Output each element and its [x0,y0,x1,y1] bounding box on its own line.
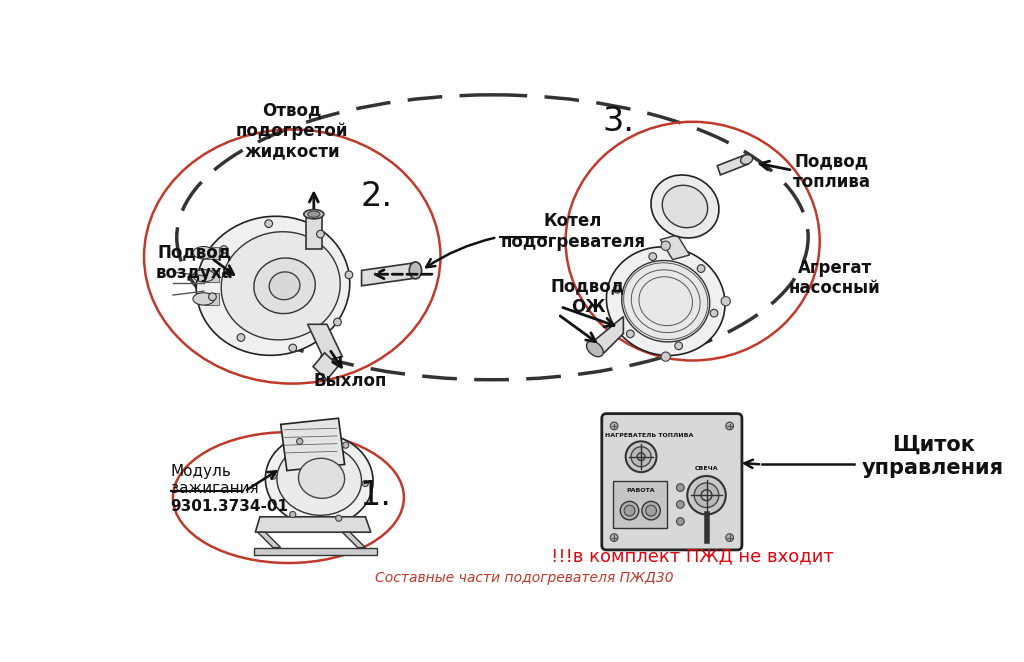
Ellipse shape [265,434,373,526]
Circle shape [220,246,227,254]
Text: Отвод
подогретой
жидкости: Отвод подогретой жидкости [236,101,348,161]
Ellipse shape [221,232,340,340]
Ellipse shape [651,175,719,238]
Polygon shape [313,353,339,380]
Polygon shape [204,246,219,259]
Polygon shape [255,517,371,532]
Polygon shape [342,532,366,547]
Text: 2.: 2. [360,180,393,213]
Circle shape [646,505,656,516]
Ellipse shape [276,444,361,515]
Ellipse shape [622,261,710,342]
Text: Агрегат
насосный: Агрегат насосный [788,259,881,297]
Ellipse shape [254,258,315,314]
Ellipse shape [304,210,324,219]
FancyBboxPatch shape [613,481,668,528]
Polygon shape [281,418,345,471]
Circle shape [677,518,684,525]
Circle shape [711,309,718,317]
Polygon shape [361,263,416,286]
Text: РАБОТА: РАБОТА [626,488,654,493]
Circle shape [697,265,705,272]
Text: СВЕЧА: СВЕЧА [694,466,718,471]
Circle shape [362,481,369,487]
Circle shape [290,512,296,518]
Circle shape [626,442,656,472]
Circle shape [627,330,634,338]
Ellipse shape [663,185,708,228]
Circle shape [662,241,671,250]
Polygon shape [204,293,219,305]
Circle shape [238,334,245,342]
Polygon shape [717,155,749,175]
Text: 3.: 3. [602,105,634,138]
Ellipse shape [197,216,350,355]
Circle shape [289,344,297,352]
Text: 1.: 1. [359,479,391,512]
Ellipse shape [193,246,214,259]
FancyBboxPatch shape [602,414,742,550]
Text: Котел
подогревателя: Котел подогревателя [500,213,645,252]
Text: Подвод
топлива: Подвод топлива [793,152,870,191]
Ellipse shape [193,269,214,282]
Circle shape [334,318,341,326]
Ellipse shape [307,211,319,217]
Circle shape [677,484,684,491]
Polygon shape [306,214,322,249]
Text: НАГРЕВАТЕЛЬ ТОПЛИВА: НАГРЕВАТЕЛЬ ТОПЛИВА [604,433,693,438]
Polygon shape [258,532,281,547]
Polygon shape [589,316,624,353]
Ellipse shape [410,262,422,279]
Ellipse shape [269,272,300,300]
Ellipse shape [298,458,345,498]
Circle shape [675,342,683,350]
Text: Подвод
ОЖ: Подвод ОЖ [551,277,625,316]
Circle shape [694,483,719,508]
Circle shape [726,534,733,542]
Circle shape [336,515,342,521]
Text: Подвод
воздуха: Подвод воздуха [156,244,233,282]
Circle shape [642,501,660,520]
Polygon shape [204,269,219,282]
Circle shape [687,476,726,514]
Text: Составные части подогревателя ПЖД30: Составные части подогревателя ПЖД30 [376,571,674,585]
Ellipse shape [193,293,214,305]
Ellipse shape [606,247,725,355]
Circle shape [610,534,617,542]
Circle shape [625,505,635,516]
Circle shape [613,285,622,293]
Polygon shape [254,547,377,555]
Circle shape [610,422,617,430]
Circle shape [726,422,733,430]
Text: Выхлоп: Выхлоп [313,372,387,390]
Text: Щиток
управления: Щиток управления [862,435,1005,479]
Circle shape [265,220,272,228]
Circle shape [270,473,276,479]
Ellipse shape [587,341,603,357]
Circle shape [631,447,651,467]
Circle shape [649,253,656,260]
Text: !!!в комплект ПЖД не входит: !!!в комплект ПЖД не входит [551,548,834,566]
Text: Модуль
зажигания: Модуль зажигания [171,463,258,496]
Text: 9301.3734-01: 9301.3734-01 [171,499,289,514]
Ellipse shape [740,155,753,164]
Circle shape [721,297,730,306]
Polygon shape [660,235,689,260]
Circle shape [662,352,671,361]
Circle shape [621,501,639,520]
Circle shape [209,293,216,301]
Circle shape [345,271,353,279]
Circle shape [316,230,325,238]
Circle shape [677,500,684,508]
Circle shape [343,442,349,448]
Polygon shape [307,324,342,361]
Circle shape [297,438,303,445]
